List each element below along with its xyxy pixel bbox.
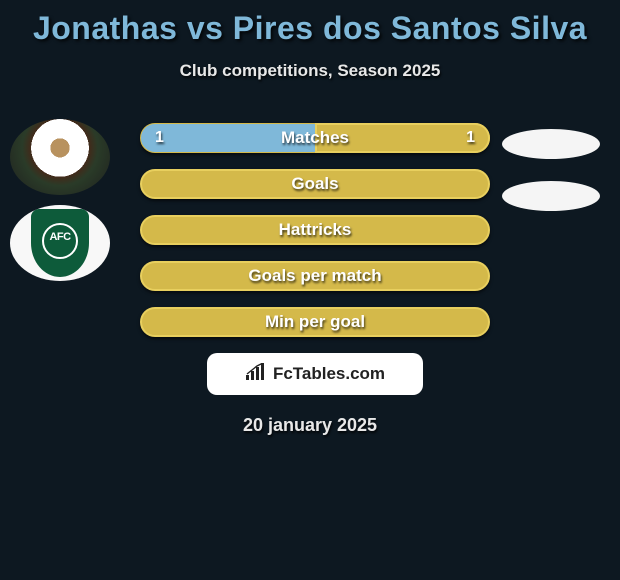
watermark-badge: FcTables.com [207, 353, 423, 395]
stat-row-goals-per-match: Goals per match [140, 261, 490, 291]
player-avatar-jonathas [10, 119, 110, 195]
club-badge-america: AFC [10, 205, 110, 281]
club-shield-icon: AFC [31, 209, 89, 277]
comparison-main: AFC 1 Matches 1 Goals Hattricks Goals pe… [0, 123, 620, 436]
stat-right-value: 1 [466, 129, 475, 147]
stat-bars: 1 Matches 1 Goals Hattricks Goals per ma… [140, 123, 490, 337]
stat-label: Min per goal [265, 312, 365, 332]
bar-chart-icon [245, 363, 267, 386]
stat-row-hattricks: Hattricks [140, 215, 490, 245]
placeholder-avatar [502, 181, 600, 211]
left-entity-column: AFC [10, 119, 110, 291]
stat-label: Goals per match [248, 266, 381, 286]
generation-date: 20 january 2025 [0, 415, 620, 436]
comparison-subtitle: Club competitions, Season 2025 [0, 61, 620, 81]
stat-label: Matches [281, 128, 349, 148]
comparison-title: Jonathas vs Pires dos Santos Silva [0, 0, 620, 47]
club-badge-text: AFC [49, 231, 70, 243]
stat-row-goals: Goals [140, 169, 490, 199]
stat-left-value: 1 [155, 129, 164, 147]
stat-label: Goals [291, 174, 338, 194]
stat-label: Hattricks [279, 220, 352, 240]
watermark-text: FcTables.com [273, 364, 385, 384]
right-entity-column [502, 129, 600, 233]
stat-row-matches: 1 Matches 1 [140, 123, 490, 153]
placeholder-avatar [502, 129, 600, 159]
stat-row-min-per-goal: Min per goal [140, 307, 490, 337]
